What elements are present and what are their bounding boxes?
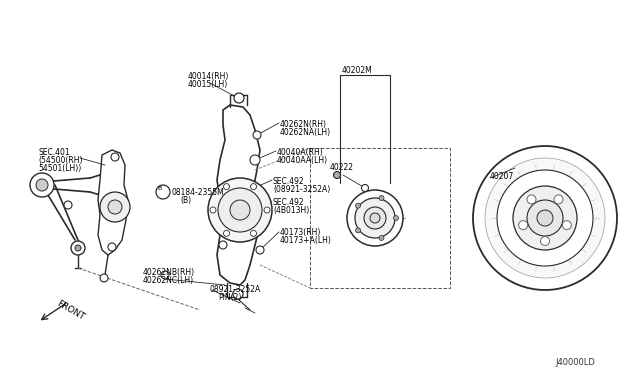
- Circle shape: [233, 289, 243, 299]
- Polygon shape: [217, 105, 263, 285]
- Text: 40015(LH): 40015(LH): [188, 80, 228, 89]
- Text: PIN(2): PIN(2): [218, 293, 241, 302]
- Circle shape: [250, 184, 257, 190]
- Circle shape: [75, 245, 81, 251]
- Circle shape: [370, 213, 380, 223]
- Circle shape: [355, 228, 360, 233]
- Text: 08921-3252A: 08921-3252A: [210, 285, 261, 294]
- Text: 40014(RH): 40014(RH): [188, 72, 229, 81]
- Circle shape: [264, 207, 270, 213]
- Text: J40000LD: J40000LD: [555, 358, 595, 367]
- Circle shape: [223, 230, 230, 236]
- Circle shape: [230, 200, 250, 220]
- Circle shape: [355, 198, 395, 238]
- Circle shape: [64, 201, 72, 209]
- Text: (4B013H): (4B013H): [273, 206, 309, 215]
- Circle shape: [250, 155, 260, 165]
- Circle shape: [111, 153, 119, 161]
- Circle shape: [256, 246, 264, 254]
- Circle shape: [108, 243, 116, 251]
- Text: FRONT: FRONT: [55, 299, 86, 322]
- Polygon shape: [98, 150, 128, 255]
- Circle shape: [250, 230, 257, 236]
- Circle shape: [527, 195, 536, 204]
- Circle shape: [100, 192, 130, 222]
- Text: 54501(LH)): 54501(LH)): [38, 164, 81, 173]
- Text: 40262NB(RH): 40262NB(RH): [143, 268, 195, 277]
- Circle shape: [355, 203, 360, 208]
- Circle shape: [71, 241, 85, 255]
- Circle shape: [364, 207, 386, 229]
- Text: (B): (B): [180, 196, 191, 205]
- Circle shape: [333, 171, 340, 179]
- Circle shape: [210, 207, 216, 213]
- Circle shape: [516, 194, 564, 242]
- Circle shape: [554, 195, 563, 204]
- Circle shape: [156, 185, 170, 199]
- Text: 40173+A(LH): 40173+A(LH): [280, 236, 332, 245]
- Text: SEC.492: SEC.492: [273, 198, 305, 207]
- Circle shape: [518, 221, 527, 230]
- Text: 40262NA(LH): 40262NA(LH): [280, 128, 331, 137]
- Text: 40222: 40222: [330, 163, 354, 172]
- Bar: [310, 148, 450, 288]
- Text: 40173(RH): 40173(RH): [280, 228, 321, 237]
- Circle shape: [36, 179, 48, 191]
- Circle shape: [223, 184, 230, 190]
- Circle shape: [362, 185, 369, 192]
- Circle shape: [394, 215, 399, 221]
- Text: SEC.492: SEC.492: [273, 177, 305, 186]
- Circle shape: [473, 146, 617, 290]
- Circle shape: [527, 200, 563, 236]
- Text: 40040A(RH): 40040A(RH): [277, 148, 324, 157]
- Text: 40262NC(LH): 40262NC(LH): [143, 276, 194, 285]
- Circle shape: [100, 274, 108, 282]
- Text: (08921-3252A): (08921-3252A): [273, 185, 330, 194]
- Circle shape: [485, 158, 605, 278]
- Text: 08184-2355M: 08184-2355M: [172, 188, 225, 197]
- Circle shape: [218, 188, 262, 232]
- Text: 40262N(RH): 40262N(RH): [280, 120, 327, 129]
- Circle shape: [253, 131, 261, 139]
- Circle shape: [379, 196, 384, 201]
- Circle shape: [30, 173, 54, 197]
- Text: B: B: [157, 186, 161, 190]
- Circle shape: [563, 221, 572, 230]
- Circle shape: [497, 170, 593, 266]
- Circle shape: [379, 235, 384, 240]
- Text: 40207: 40207: [490, 172, 515, 181]
- Circle shape: [537, 210, 553, 226]
- Circle shape: [208, 178, 272, 242]
- Circle shape: [108, 200, 122, 214]
- Circle shape: [347, 190, 403, 246]
- Circle shape: [161, 271, 169, 279]
- Circle shape: [541, 237, 550, 246]
- Circle shape: [219, 241, 227, 249]
- Text: (54500(RH): (54500(RH): [38, 156, 83, 165]
- Text: 40040AA(LH): 40040AA(LH): [277, 156, 328, 165]
- Text: 40202M: 40202M: [342, 66, 372, 75]
- Circle shape: [234, 93, 244, 103]
- Circle shape: [513, 186, 577, 250]
- Text: SEC.401: SEC.401: [38, 148, 70, 157]
